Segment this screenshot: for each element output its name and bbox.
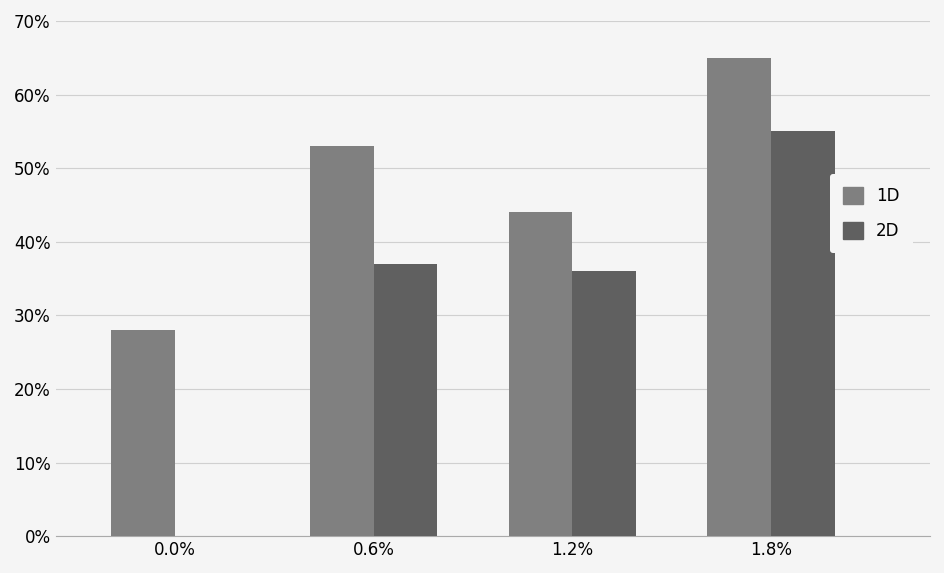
Bar [509,213,572,536]
Legend: 1D, 2D: 1D, 2D [830,174,913,253]
Bar [374,264,437,536]
Bar [771,131,834,536]
Bar [707,58,771,536]
Bar [111,330,175,536]
Bar [310,146,374,536]
Bar [572,271,636,536]
